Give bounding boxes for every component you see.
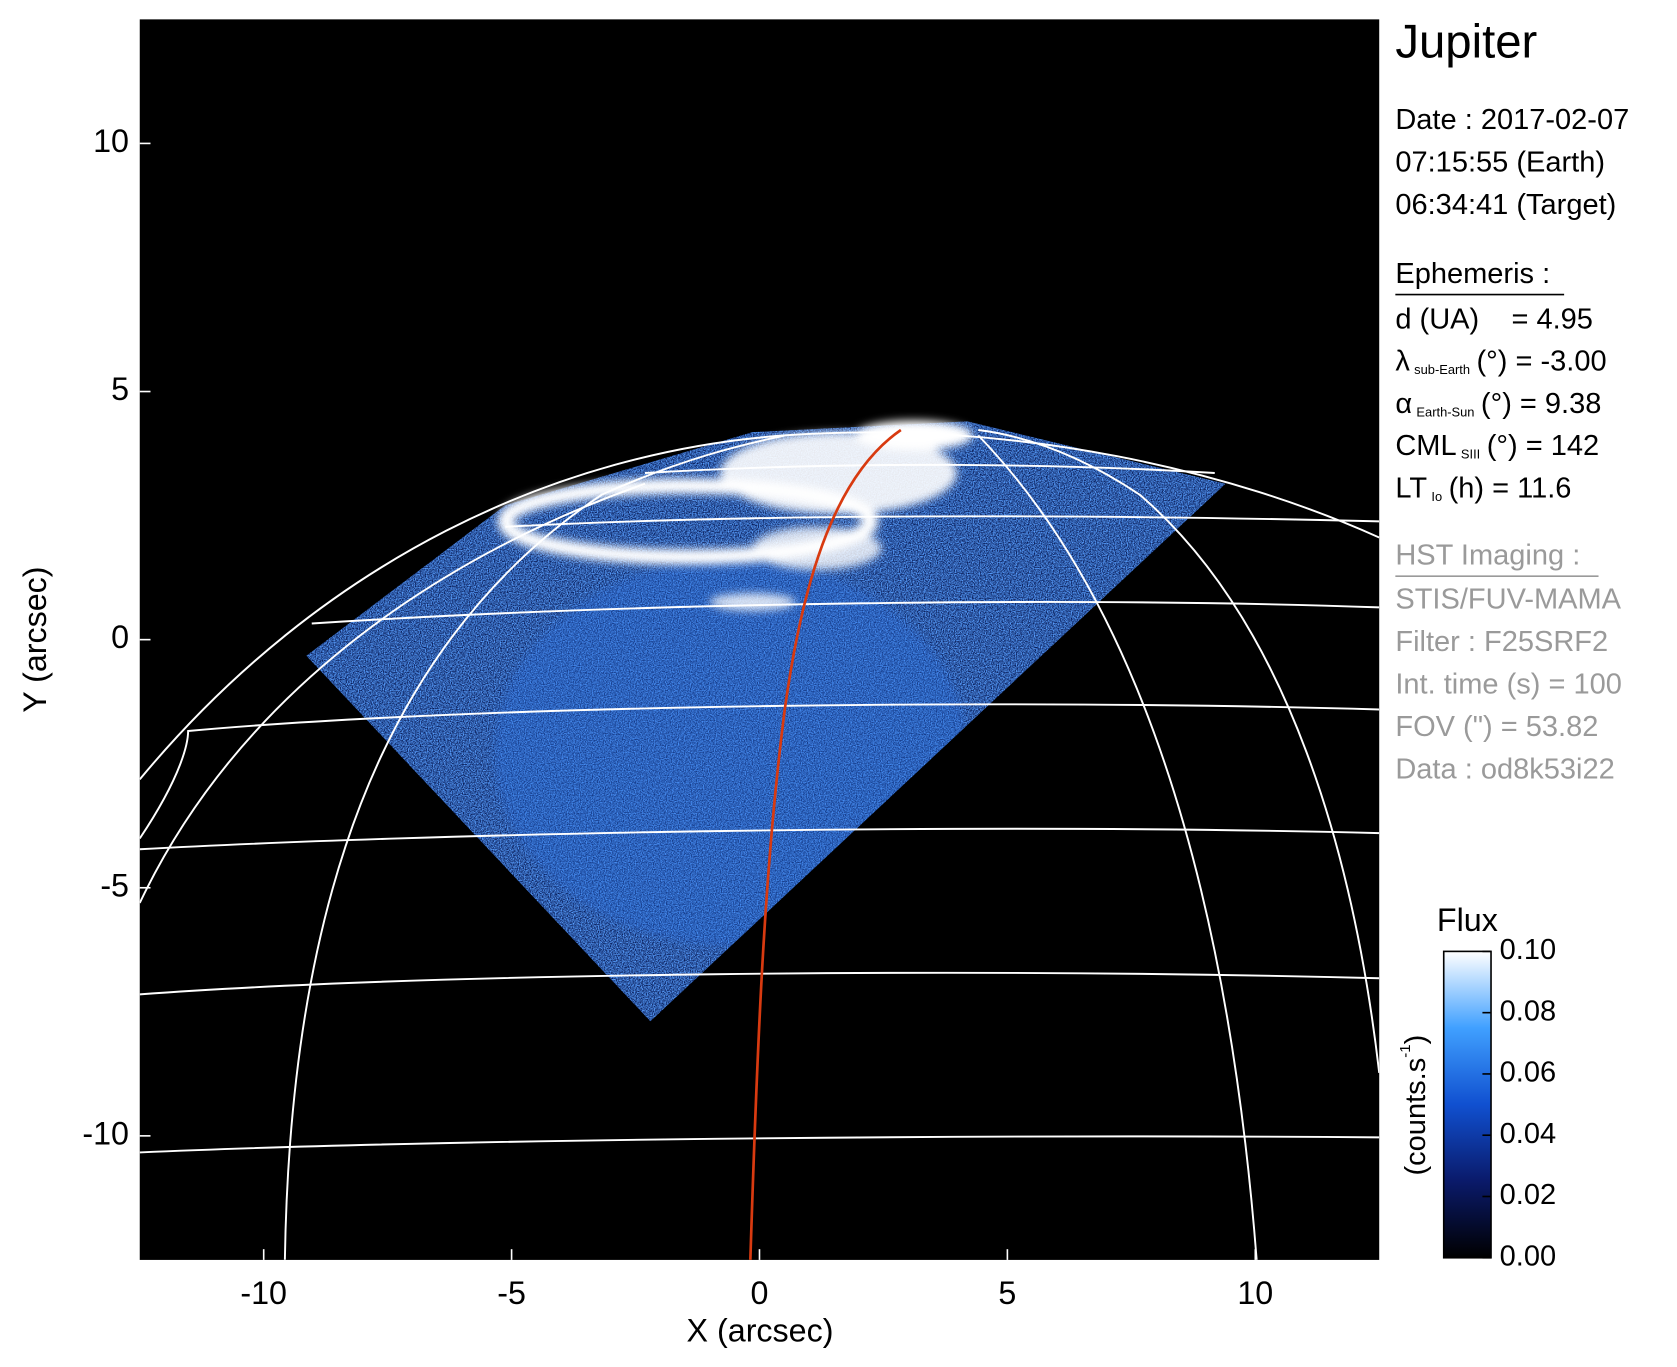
date-line: Date : 2017-02-07 [1395, 104, 1629, 136]
ephemeris-value: = 4.95 [1511, 303, 1592, 335]
y-tick-label: 5 [111, 371, 129, 407]
ephemeris-symbol: LT [1395, 472, 1427, 504]
ephemeris-line: CML SIII (°) = 142 [1395, 430, 1599, 462]
y-tick-label: 0 [111, 619, 129, 655]
colorbar-tick-label: 0.02 [1500, 1179, 1556, 1211]
colorbar-tick-label: 0.06 [1500, 1057, 1556, 1089]
colorbar-label-text: (counts.s [1400, 1058, 1432, 1176]
colorbar-tick-label: 0.04 [1500, 1118, 1556, 1150]
colorbar-tick-label: 0.10 [1500, 934, 1556, 966]
ephemeris-symbol: d (UA) [1395, 303, 1479, 335]
colorbar-label: (counts.s-1) [1397, 1035, 1431, 1176]
x-tick-label: 0 [751, 1275, 769, 1311]
ephemeris-value: (°) = -3.00 [1477, 345, 1607, 377]
imaging-line: STIS/FUV-MAMA [1395, 584, 1621, 616]
colorbar-label-end: ) [1400, 1035, 1432, 1045]
ephemeris-subscript: sub-Earth [1414, 363, 1470, 378]
ephemeris-title: Ephemeris : [1395, 258, 1550, 290]
ephemeris-line: α Earth-Sun (°) = 9.38 [1395, 388, 1601, 420]
imaging-line: Int. time (s) = 100 [1395, 669, 1622, 701]
y-tick-label: 10 [93, 123, 129, 159]
ephemeris-symbol: α [1395, 388, 1412, 420]
date-line: 06:34:41 (Target) [1395, 189, 1616, 221]
ephemeris-line: LT Io (h) = 11.6 [1395, 472, 1571, 504]
x-tick-label: -5 [497, 1275, 526, 1311]
ephemeris-symbol: λ [1395, 345, 1410, 377]
y-tick-label: -5 [100, 867, 129, 903]
ephemeris-line: d (UA) = 4.95 [1395, 303, 1593, 335]
x-tick-label: 10 [1237, 1275, 1273, 1311]
ephemeris-value: (°) = 142 [1487, 430, 1599, 462]
chart-title: Jupiter [1395, 16, 1537, 69]
y-axis-label: Y (arcsec) [17, 566, 53, 712]
ephemeris-subscript: Earth-Sun [1416, 405, 1474, 420]
imaging-line: Data : od8k53i22 [1395, 753, 1614, 785]
colorbar [1442, 950, 1492, 1259]
date-line: 07:15:55 (Earth) [1395, 147, 1605, 179]
planet-grid [139, 429, 1380, 1260]
imaging-line: FOV (") = 53.82 [1395, 711, 1598, 743]
ephemeris-symbol: CML [1395, 430, 1456, 462]
ephemeris-line: λ sub-Earth (°) = -3.00 [1395, 345, 1606, 377]
ephemeris-subscript: Io [1431, 489, 1442, 504]
x-tick-label: 5 [998, 1275, 1016, 1311]
imaging-line: Filter : F25SRF2 [1395, 626, 1608, 658]
colorbar-label-sup: -1 [1397, 1044, 1414, 1057]
imaging-title: HST Imaging : [1395, 540, 1580, 572]
colorbar-tick-label: 0.00 [1500, 1240, 1556, 1272]
ephemeris-value: (h) = 11.6 [1449, 472, 1572, 504]
x-axis-label: X (arcsec) [687, 1313, 834, 1349]
ephemeris-value: (°) = 9.38 [1481, 388, 1601, 420]
colorbar-title: Flux [1437, 902, 1498, 938]
x-tick-label: -10 [240, 1275, 287, 1311]
y-tick-label: -10 [82, 1115, 129, 1151]
colorbar-tick-label: 0.08 [1500, 995, 1556, 1027]
ephemeris-subscript: SIII [1461, 447, 1480, 462]
central-meridian [749, 428, 902, 1260]
